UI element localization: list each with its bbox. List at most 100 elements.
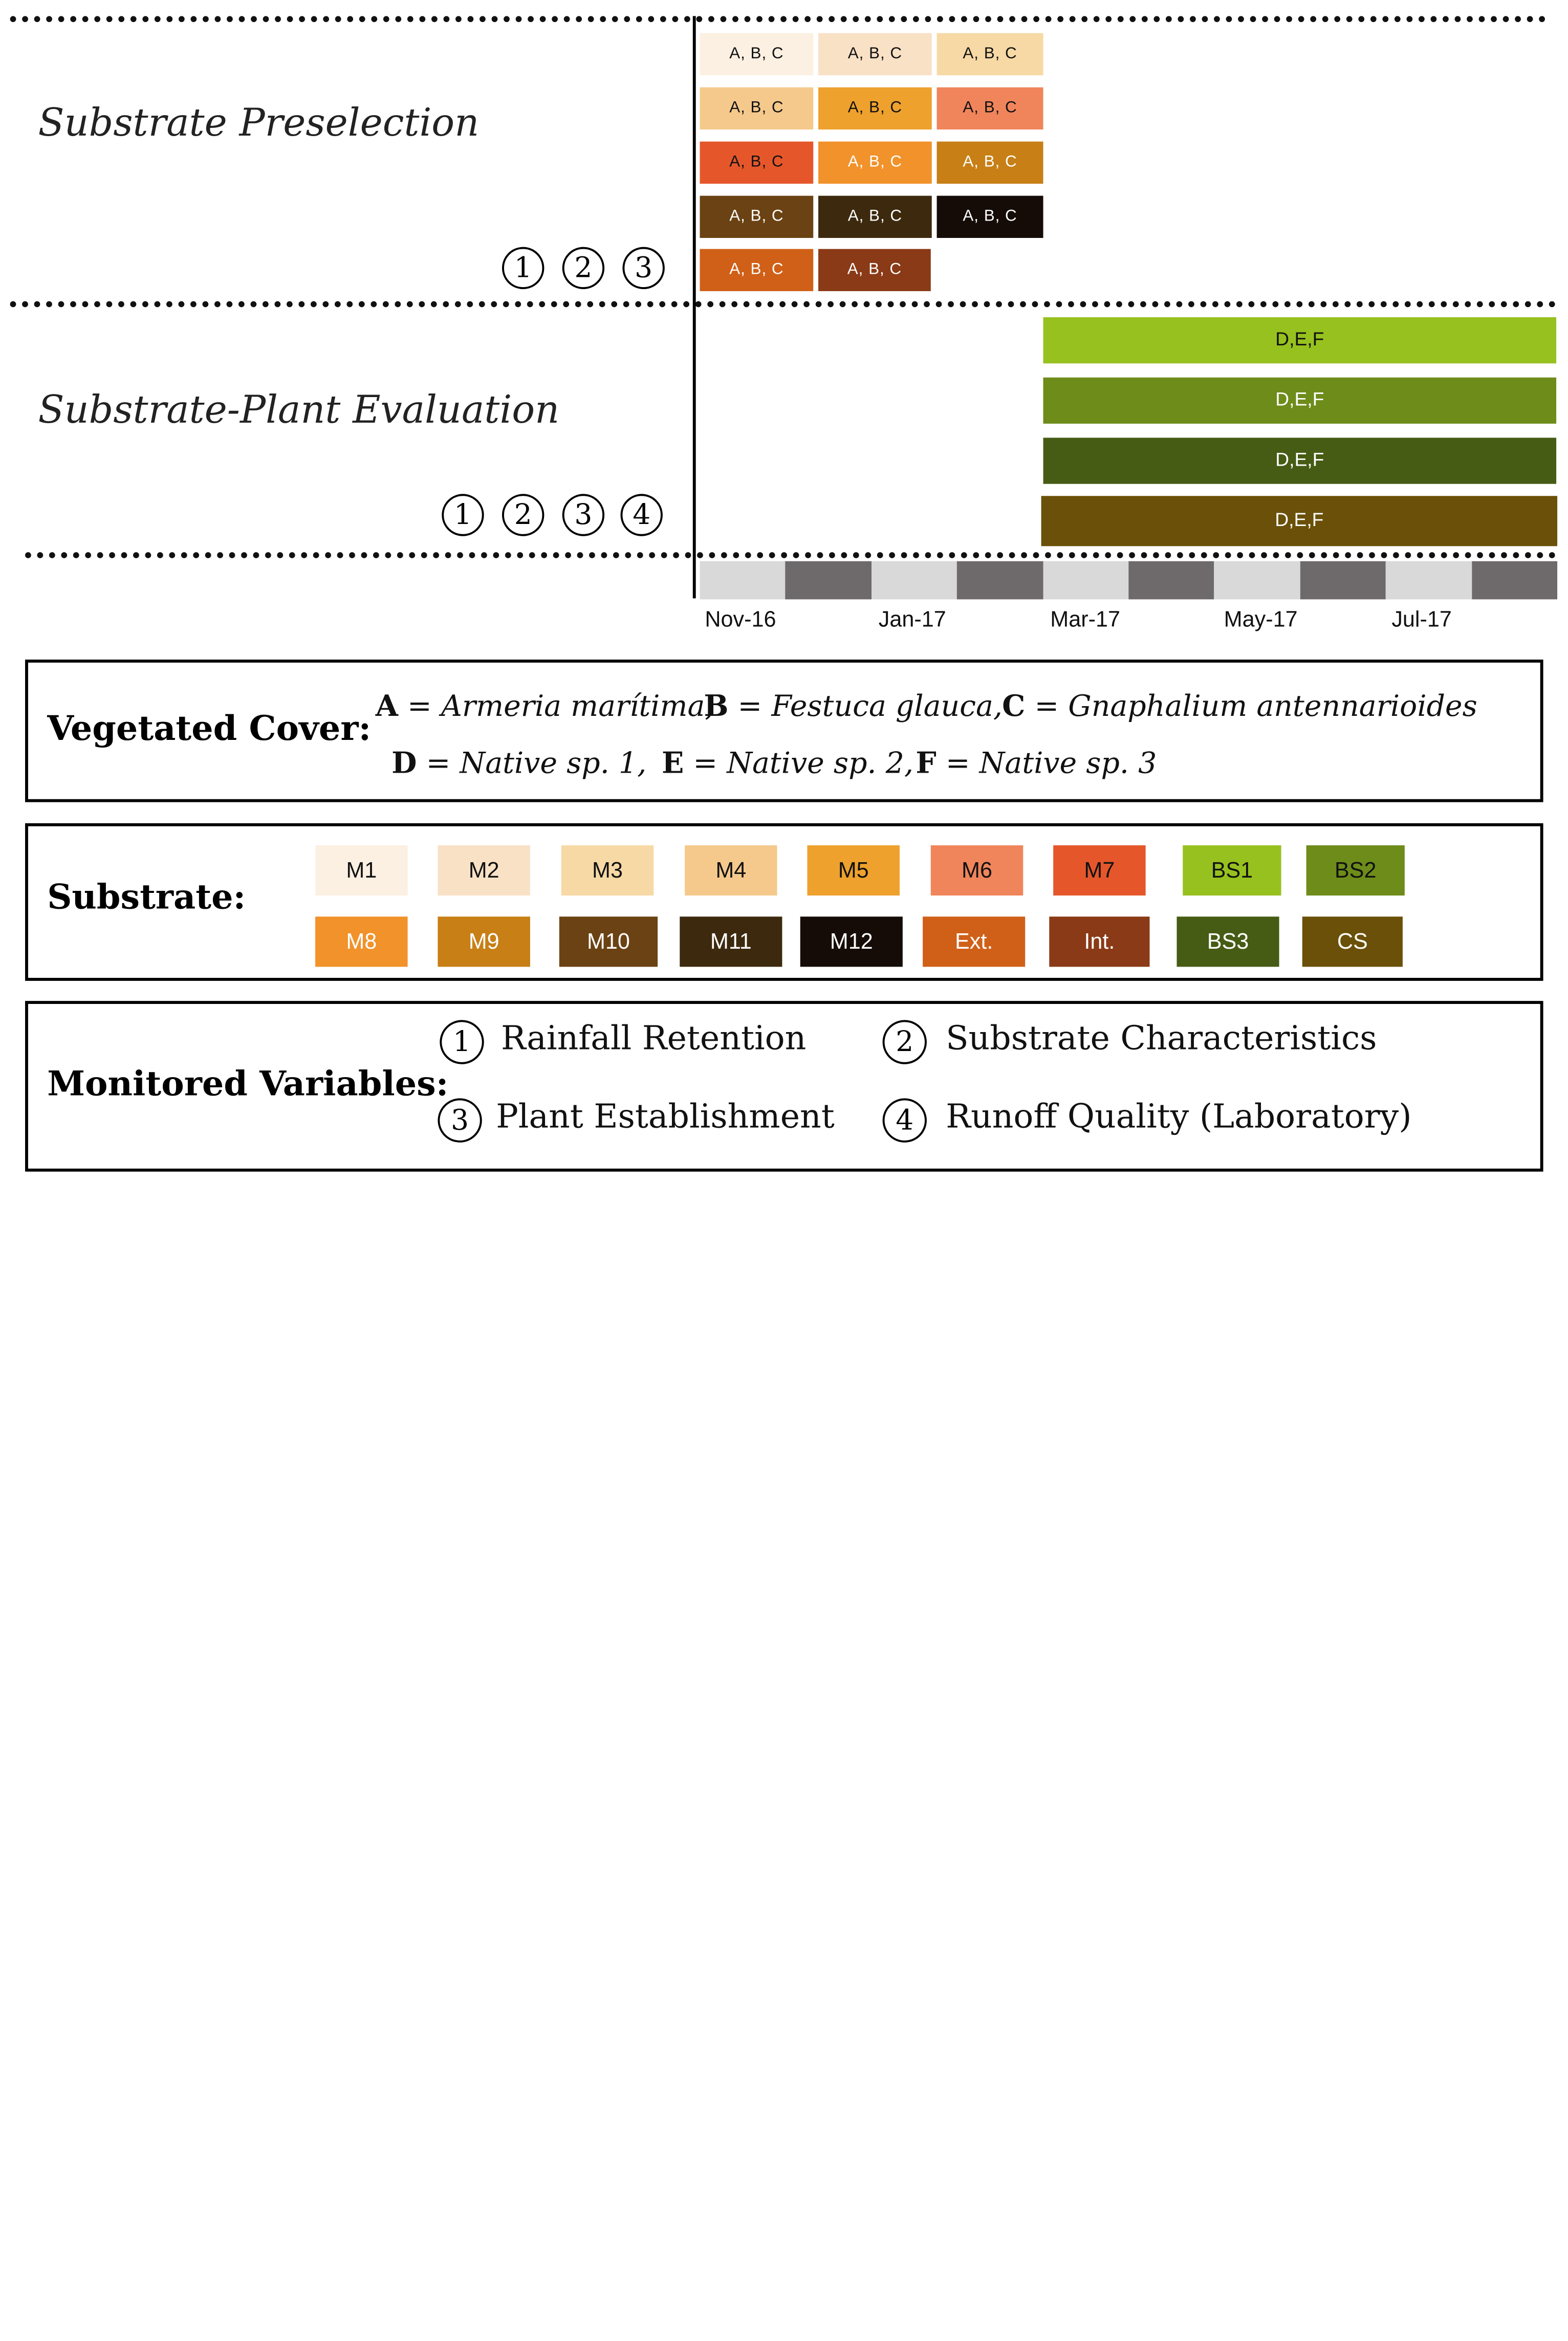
substrate-swatch: BS1 xyxy=(1183,845,1281,896)
month-segment xyxy=(1042,561,1129,600)
cover-eq: = xyxy=(417,746,460,780)
substrate-swatch: M5 xyxy=(807,845,900,896)
cover-key: D xyxy=(391,746,417,780)
cover-key: C xyxy=(1002,688,1026,723)
month-segment xyxy=(1214,561,1301,600)
variable-label: Plant Establishment xyxy=(496,1096,835,1136)
evaluation-bar: D,E,F xyxy=(1041,496,1558,546)
month-segment xyxy=(786,561,872,600)
substrate-swatch: M9 xyxy=(438,916,530,967)
substrate-swatch: M1 xyxy=(315,845,408,896)
phase-title-preselection: Substrate Preselection xyxy=(38,100,480,145)
substrate-swatch: BS2 xyxy=(1306,845,1405,896)
cover-item-b: B = Festuca glauca, xyxy=(704,689,1003,723)
preselection-variable-3: 3 xyxy=(622,247,665,290)
cover-key: E xyxy=(661,746,684,780)
preselection-cell: A, B, C xyxy=(937,195,1043,238)
evaluation-bar: D,E,F xyxy=(1043,377,1557,424)
phase-separator xyxy=(10,301,1557,308)
cover-name: Gnaphalium antennarioides xyxy=(1068,688,1477,723)
month-label: Jul-17 xyxy=(1391,606,1452,632)
cover-name: Native sp. 3 xyxy=(979,746,1157,780)
preselection-cell: A, B, C xyxy=(700,141,814,184)
preselection-variable-2: 2 xyxy=(562,247,605,290)
cover-item-a: A = Armeria marítima, xyxy=(376,689,714,723)
vegetated-cover-title: Vegetated Cover: xyxy=(47,709,372,749)
cover-item-e: E = Native sp. 2, xyxy=(662,746,913,780)
cover-item-f: F = Native sp. 3 xyxy=(916,746,1157,780)
substrate-swatch: M3 xyxy=(561,845,654,896)
evaluation-variable-3: 3 xyxy=(562,494,605,536)
cover-name: Festuca glauca, xyxy=(771,688,1003,723)
vegetated-cover-box xyxy=(25,660,1543,802)
substrate-swatch: M6 xyxy=(930,845,1023,896)
month-segment xyxy=(1471,561,1558,600)
variable-number: 1 xyxy=(440,1020,484,1064)
month-segment xyxy=(1385,561,1472,600)
substrate-swatch: CS xyxy=(1302,916,1403,967)
preselection-cell: A, B, C xyxy=(937,141,1043,184)
substrate-box xyxy=(25,823,1543,981)
month-segment xyxy=(1128,561,1215,600)
substrate-title: Substrate: xyxy=(47,877,246,918)
preselection-cell: A, B, C xyxy=(818,33,932,76)
substrate-swatch: Ext. xyxy=(923,916,1026,967)
substrate-swatch: BS3 xyxy=(1177,916,1279,967)
cover-eq: = xyxy=(1025,688,1069,723)
cover-name: Native sp. 2, xyxy=(727,746,913,780)
monitored-variables-box xyxy=(25,1001,1543,1172)
phase-title-evaluation: Substrate-Plant Evaluation xyxy=(38,387,560,432)
evaluation-variable-2: 2 xyxy=(502,494,545,536)
variable-number: 4 xyxy=(882,1098,927,1143)
preselection-cell: A, B, C xyxy=(818,87,932,130)
variable-label: Rainfall Retention xyxy=(501,1018,807,1057)
substrate-swatch: Int. xyxy=(1049,916,1150,967)
preselection-variable-1: 1 xyxy=(502,247,545,290)
evaluation-variable-1: 1 xyxy=(442,494,484,536)
evaluation-variable-4: 4 xyxy=(620,494,663,536)
variable-number: 2 xyxy=(882,1020,927,1064)
substrate-swatch: M11 xyxy=(680,916,782,967)
cover-item-c: C = Gnaphalium antennarioides xyxy=(1002,689,1477,723)
month-segment xyxy=(957,561,1043,600)
cover-name: Native sp. 1, xyxy=(460,746,647,780)
cover-eq: = xyxy=(936,746,979,780)
preselection-cell: A, B, C xyxy=(818,249,931,291)
substrate-swatch: M4 xyxy=(685,845,777,896)
substrate-swatch: M12 xyxy=(800,916,903,967)
substrate-swatch: M2 xyxy=(438,845,530,896)
variable-label: Substrate Characteristics xyxy=(946,1018,1377,1057)
start-axis-line xyxy=(692,16,696,599)
preselection-cell: A, B, C xyxy=(937,33,1043,76)
variable-number: 3 xyxy=(438,1098,482,1143)
cover-key: A xyxy=(375,688,398,723)
evaluation-bar: D,E,F xyxy=(1043,317,1557,364)
preselection-cell: A, B, C xyxy=(700,33,814,76)
month-segment xyxy=(700,561,787,600)
month-label: Jan-17 xyxy=(878,606,946,632)
cover-eq: = xyxy=(728,688,772,723)
substrate-swatch: M10 xyxy=(559,916,658,967)
month-label: May-17 xyxy=(1224,606,1298,632)
top-separator xyxy=(10,16,1547,23)
cover-key: F xyxy=(916,746,937,780)
cover-eq: = xyxy=(398,688,441,723)
cover-name: Armeria marítima, xyxy=(441,688,714,723)
evaluation-bar: D,E,F xyxy=(1043,437,1557,484)
preselection-cell: A, B, C xyxy=(818,141,932,184)
preselection-cell: A, B, C xyxy=(700,249,814,291)
month-segment xyxy=(1300,561,1386,600)
preselection-cell: A, B, C xyxy=(818,195,932,238)
monitored-variables-title: Monitored Variables: xyxy=(47,1064,449,1105)
cover-key: B xyxy=(704,688,729,723)
variable-label: Runoff Quality (Laboratory) xyxy=(946,1096,1412,1136)
timeline-separator xyxy=(25,552,1557,558)
preselection-cell: A, B, C xyxy=(700,87,814,130)
substrate-swatch: M8 xyxy=(315,916,408,967)
month-segment xyxy=(871,561,958,600)
preselection-cell: A, B, C xyxy=(937,87,1043,130)
month-label: Mar-17 xyxy=(1050,606,1120,632)
cover-item-d: D = Native sp. 1, xyxy=(391,746,646,780)
substrate-swatch: M7 xyxy=(1053,845,1146,896)
